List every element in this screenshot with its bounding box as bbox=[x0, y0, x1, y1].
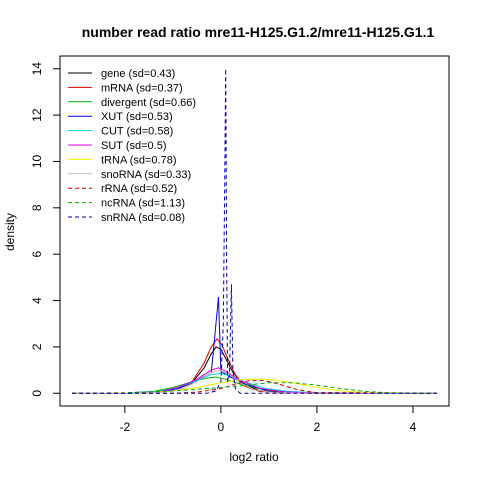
legend-label-4: CUT (sd=0.58) bbox=[101, 126, 173, 138]
plot-frame bbox=[59, 55, 450, 407]
chart-title: number read ratio mre11-H125.G1.2/mre11-… bbox=[82, 24, 435, 40]
legend-label-1: mRNA (sd=0.37) bbox=[101, 82, 183, 94]
y-axis-label: density bbox=[3, 213, 17, 251]
y-tick-label: 4 bbox=[30, 297, 44, 304]
axis-ticks: -2 0 2 4 0 2 4 6 8 10 12 14 bbox=[30, 62, 416, 434]
x-tick-label: 2 bbox=[314, 420, 321, 434]
y-tick-label: 6 bbox=[30, 251, 44, 258]
y-tick-label: 2 bbox=[30, 343, 44, 350]
legend-label-2: divergent (sd=0.66) bbox=[101, 97, 196, 109]
x-tick-label: 4 bbox=[410, 420, 417, 434]
legend-label-9: ncRNA (sd=1.13) bbox=[101, 198, 185, 210]
y-tick-label: 10 bbox=[30, 154, 44, 168]
series-line-7 bbox=[72, 369, 437, 394]
legend-label-3: XUT (sd=0.53) bbox=[101, 111, 173, 123]
series-line-8 bbox=[72, 380, 438, 394]
y-tick-label: 12 bbox=[30, 108, 44, 122]
series-line-9 bbox=[71, 382, 438, 394]
x-tick-label: 0 bbox=[218, 420, 225, 434]
x-tick-label: -2 bbox=[119, 420, 130, 434]
series-line-10 bbox=[72, 68, 437, 394]
y-tick-label: 8 bbox=[30, 204, 44, 211]
legend-label-10: snRNA (sd=0.08) bbox=[101, 212, 185, 224]
series-line-4 bbox=[71, 372, 438, 394]
legend-label-5: SUT (sd=0.5) bbox=[101, 140, 167, 152]
y-tick-label: 14 bbox=[30, 62, 44, 76]
legend-label-6: tRNA (sd=0.78) bbox=[101, 154, 177, 166]
legend-label-8: rRNA (sd=0.52) bbox=[101, 183, 177, 195]
legend-label-7: snoRNA (sd=0.33) bbox=[101, 169, 191, 181]
legend: gene (sd=0.43) mRNA (sd=0.37) divergent (s… bbox=[68, 68, 196, 224]
legend-label-0: gene (sd=0.43) bbox=[101, 68, 175, 80]
x-axis-label: log2 ratio bbox=[229, 450, 279, 464]
series-lines bbox=[71, 68, 438, 394]
y-tick-label: 0 bbox=[30, 390, 44, 397]
